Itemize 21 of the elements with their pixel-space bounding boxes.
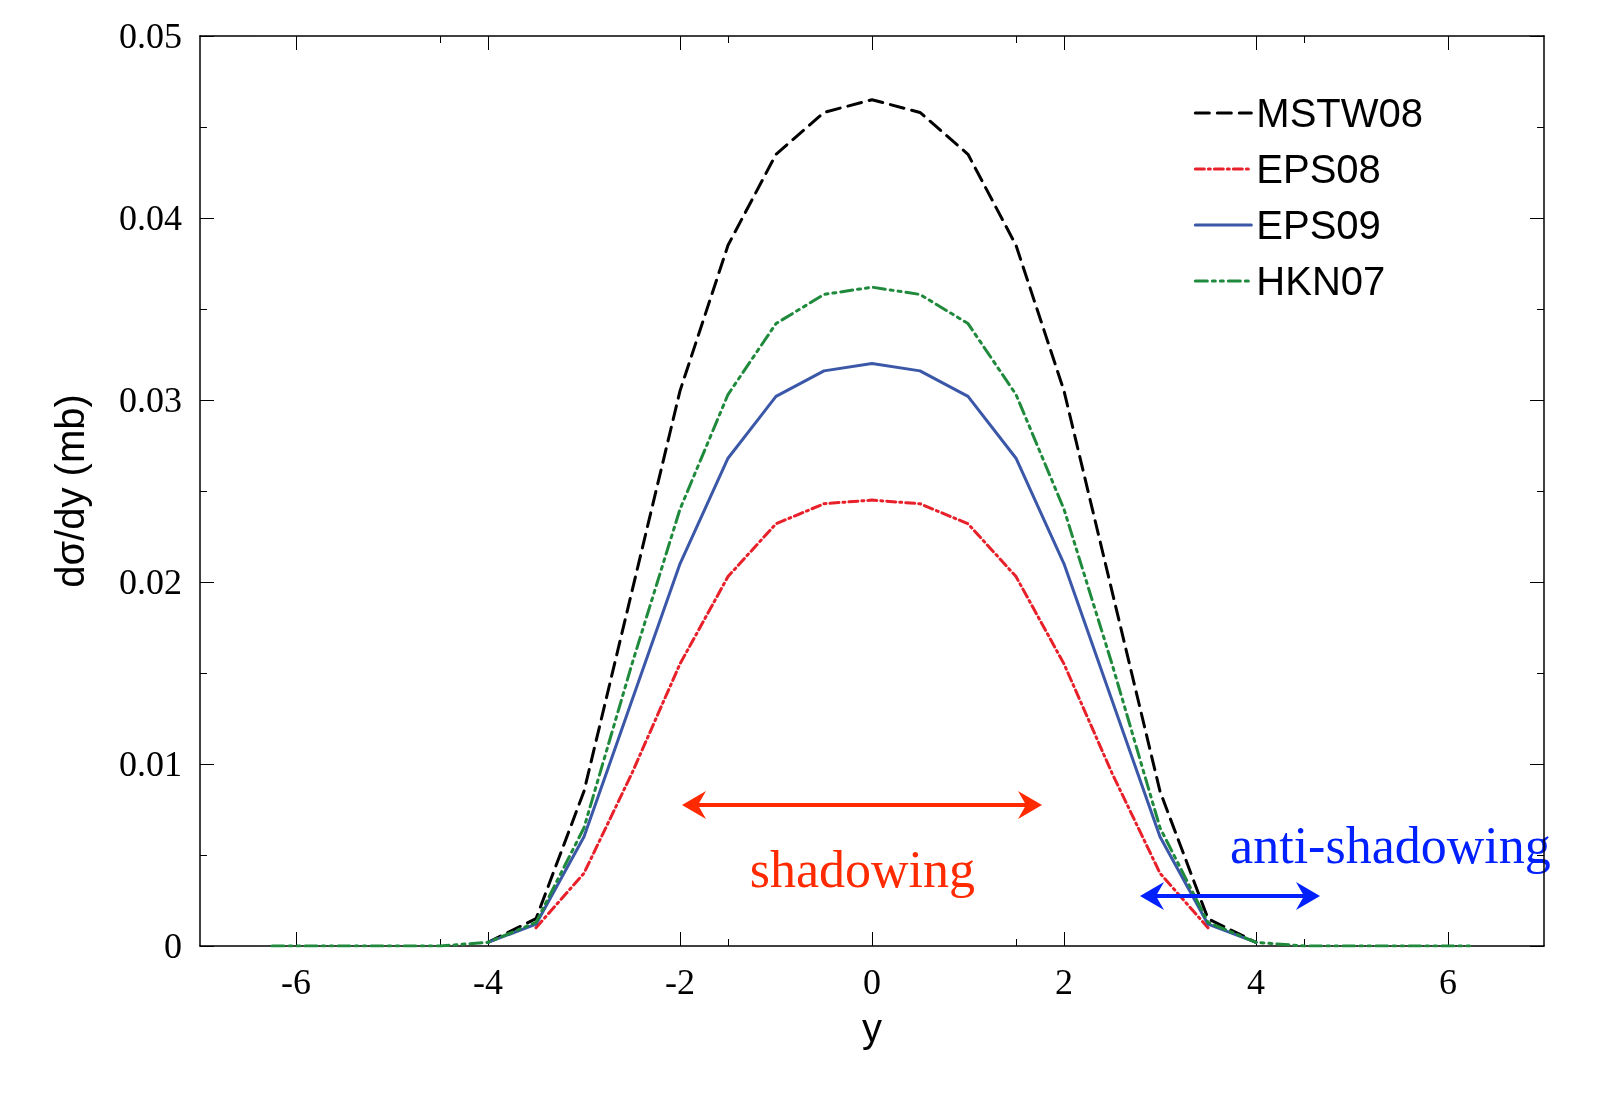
- y-tick-label: 0.05: [119, 16, 182, 56]
- x-tick-label: 6: [1439, 962, 1457, 1002]
- y-tick-label: 0.01: [119, 744, 182, 784]
- x-tick-label: -6: [281, 962, 311, 1002]
- x-tick-label: 2: [1055, 962, 1073, 1002]
- legend-label: HKN07: [1256, 259, 1386, 303]
- y-tick-label: 0.02: [119, 562, 182, 602]
- annotation: shadowing: [749, 841, 976, 899]
- x-tick-label: -4: [473, 962, 503, 1002]
- y-tick-label: 0.03: [119, 380, 182, 420]
- x-tick-label: -2: [665, 962, 695, 1002]
- line-series: [534, 498, 1210, 930]
- x-tick-label: 0: [863, 962, 881, 1002]
- x-tick-label: 4: [1247, 962, 1265, 1002]
- y-tick-label: 0: [164, 926, 182, 966]
- x-axis-title: y: [862, 1006, 882, 1050]
- y-tick-label: 0.04: [119, 198, 182, 238]
- legend-label: MSTW08: [1256, 91, 1424, 135]
- legend-label: EPS08: [1256, 147, 1381, 191]
- y-axis-title: dσ/dy (mb): [48, 394, 92, 588]
- legend-label: EPS09: [1256, 203, 1381, 247]
